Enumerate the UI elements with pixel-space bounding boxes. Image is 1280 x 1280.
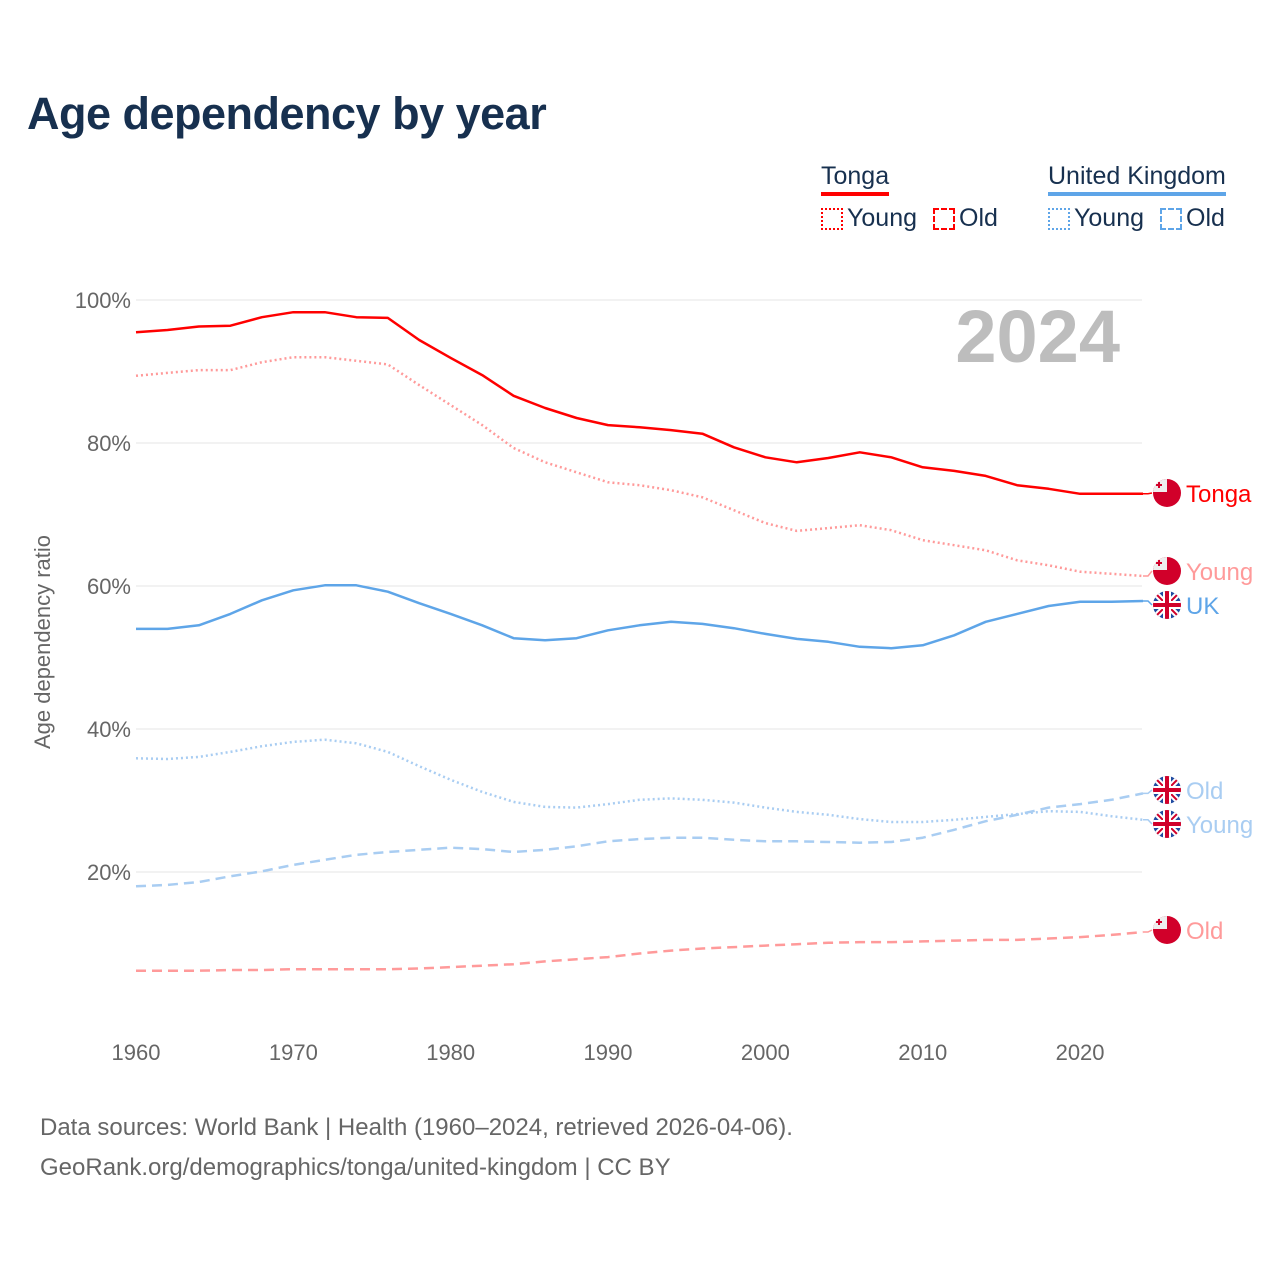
end-label-tonga-young: Young	[1143, 557, 1253, 586]
leader-line	[1143, 819, 1153, 825]
legend-tonga: Tonga Young Old	[821, 162, 998, 233]
dotted-swatch-icon	[1048, 207, 1070, 230]
end-label-united-kingdom: UK	[1143, 591, 1219, 620]
legend-tonga-young[interactable]: Young	[821, 204, 917, 233]
legend-tonga-old[interactable]: Old	[933, 204, 998, 233]
legend-uk: United Kingdom Young Old	[1048, 162, 1226, 233]
source-line: Data sources: World Bank | Health (1960–…	[40, 1114, 793, 1141]
x-tick-label: 1980	[426, 1040, 475, 1065]
end-label-tonga-old: Old	[1143, 916, 1223, 945]
legend-uk-header[interactable]: United Kingdom	[1048, 162, 1226, 196]
y-axis-label: Age dependency ratio	[30, 535, 55, 749]
end-label-tonga: Tonga	[1143, 479, 1252, 508]
series-line-united-kingdom	[136, 584, 1144, 650]
y-tick-label: 20%	[87, 860, 131, 885]
x-tick-label: 2020	[1056, 1040, 1105, 1065]
leader-line	[1143, 570, 1153, 577]
end-label-united-kingdom-young: Young	[1143, 810, 1253, 839]
dashed-swatch-icon	[933, 207, 955, 230]
dashed-swatch-icon	[1160, 207, 1182, 230]
x-tick-label: 2000	[741, 1040, 790, 1065]
series-line-united-kingdom-old	[135, 792, 1144, 888]
tonga-flag-icon	[1153, 916, 1181, 944]
series-line-tonga-old	[136, 930, 1144, 972]
uk-flag-icon	[1153, 591, 1181, 619]
chart-title: Age dependency by year	[27, 88, 547, 139]
legend-tonga-header[interactable]: Tonga	[821, 162, 890, 196]
uk-flag-icon	[1153, 776, 1181, 804]
leader-line	[1143, 600, 1153, 606]
end-label-text: Young	[1186, 559, 1253, 586]
source-link[interactable]: GeoRank.org/demographics/tonga/united-ki…	[40, 1154, 671, 1181]
dotted-swatch-icon	[821, 207, 843, 230]
series-line-united-kingdom-young	[135, 738, 1144, 824]
series-line-tonga	[135, 310, 1143, 496]
uk-flag-icon	[1153, 810, 1181, 838]
y-tick-label: 60%	[87, 574, 131, 599]
leader-line	[1143, 789, 1153, 795]
end-label-text: Old	[1186, 778, 1223, 805]
tonga-flag-icon	[1153, 557, 1181, 585]
legend-uk-young[interactable]: Young	[1048, 204, 1144, 233]
y-tick-label: 100%	[75, 288, 131, 313]
x-tick-label: 1990	[584, 1040, 633, 1065]
legend-label: Old	[1186, 204, 1225, 232]
x-tick-label: 2010	[898, 1040, 947, 1065]
legend-uk-old[interactable]: Old	[1160, 204, 1225, 233]
series-line-tonga-young	[135, 355, 1144, 578]
end-label-text: Old	[1186, 918, 1223, 945]
legend-label: Old	[959, 204, 998, 232]
x-tick-label: 1960	[112, 1040, 161, 1065]
source-note: Data sources: World Bank | Health (1960–…	[40, 1108, 793, 1188]
end-label-text: UK	[1186, 593, 1219, 620]
end-label-united-kingdom-old: Old	[1143, 776, 1223, 805]
leader-line	[1143, 929, 1153, 933]
tonga-flag-icon	[1153, 479, 1181, 507]
x-tick-label: 1970	[269, 1040, 318, 1065]
y-tick-label: 80%	[87, 431, 131, 456]
legend-label: Young	[847, 204, 917, 232]
end-label-text: Tonga	[1186, 481, 1252, 508]
y-tick-label: 40%	[87, 717, 131, 742]
year-watermark: 2024	[955, 295, 1120, 378]
leader-line	[1143, 492, 1153, 495]
legend-label: Young	[1074, 204, 1144, 232]
end-label-text: Young	[1186, 812, 1253, 839]
